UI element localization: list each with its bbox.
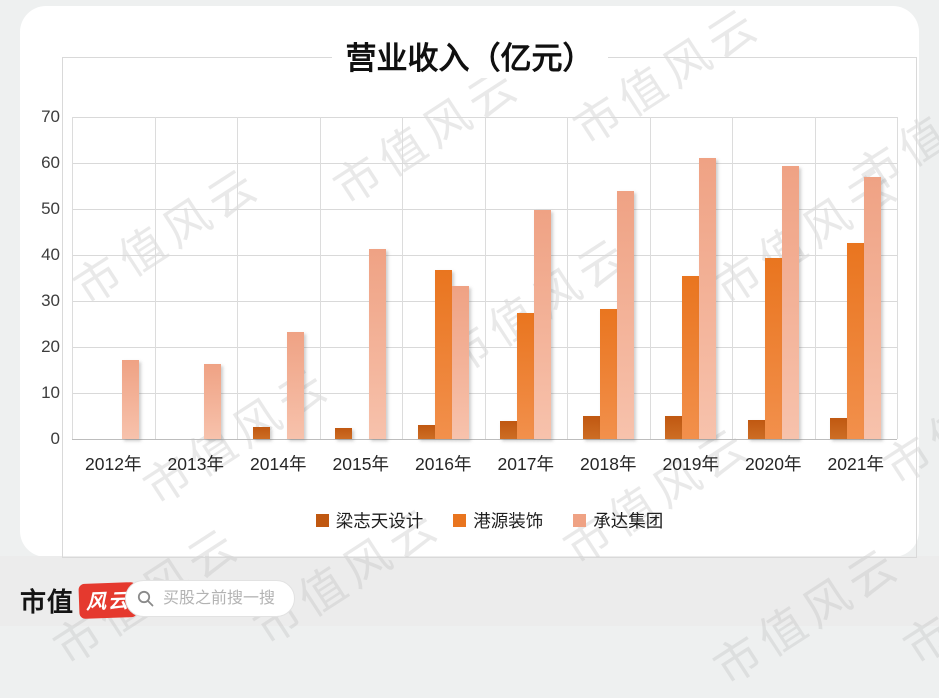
bar-梁志天设计 [335,428,353,439]
legend-item: 梁志天设计 [315,508,424,533]
category-separator [72,117,73,439]
bar-港源装饰 [764,257,782,439]
y-tick-label: 0 [50,429,60,448]
x-tick-label: 2017年 [497,454,554,474]
category-separator [402,117,403,439]
y-tick-label: 40 [41,245,60,264]
category-separator [484,117,486,439]
legend-swatch [315,514,329,527]
plot-area: 0 10 20 30 40 50 60 70 2012年 2013年 2014年 2015年 2016年… [41,107,898,474]
search-input[interactable] [161,588,283,609]
y-tick-label: 20 [41,337,60,356]
bar-承达集团 [616,190,634,439]
category-separator [319,117,321,439]
category-separator [649,117,651,439]
x-tick-label: 2019年 [662,454,719,474]
category-separator [732,117,733,439]
bar-承达集团 [286,332,304,439]
y-tick-label: 10 [41,383,60,402]
category-separator [567,117,568,439]
brand-text: 市值 [20,587,75,617]
bar-承达集团 [864,177,882,439]
x-tick-label: 2012年 [85,454,142,474]
x-tick-label: 2021年 [827,454,884,474]
x-tick-label: 2014年 [250,454,307,474]
bar-梁志天设计 [665,415,683,439]
chart-frame: 0 10 20 30 40 50 60 70 2012年 2013年 2014年 2015年 2016年… [41,57,917,558]
legend-label: 承达集团 [593,511,664,531]
x-tick-label: 2016年 [415,454,472,474]
x-tick-label: 2015年 [332,454,389,474]
bar-梁志天设计 [417,424,435,439]
y-tick-label: 50 [41,199,60,218]
bar-港源装饰 [847,243,865,439]
bar-梁志天设计 [747,419,765,439]
bar-港源装饰 [517,312,535,439]
y-tick-label: 30 [41,291,60,310]
search-icon [137,590,154,607]
bar-承达集团 [534,209,552,439]
bar-港源装饰 [434,269,452,439]
bar-承达集团 [699,158,717,439]
category-separator [897,117,898,439]
legend-swatch [453,514,467,527]
category-separator [154,117,156,439]
bar-梁志天设计 [830,418,848,439]
bar-梁志天设计 [582,416,600,439]
x-tick-label: 2018年 [580,454,637,474]
bar-梁志天设计 [252,426,270,439]
legend: 梁志天设计 港源装饰 承达集团 [63,508,916,533]
bar-港源装饰 [599,308,617,439]
bar-梁志天设计 [500,420,518,439]
y-tick-label: 60 [41,153,60,172]
category-separator [814,117,816,439]
legend-item: 港源装饰 [453,508,543,533]
brand-logo: 市值 风云 [20,581,138,620]
x-axis-line [72,439,897,440]
y-tick-label: 70 [41,107,60,126]
legend-swatch [573,514,587,527]
bar-港源装饰 [682,275,700,439]
legend-label: 梁志天设计 [335,511,424,531]
legend-label: 港源装饰 [473,511,544,531]
bar-承达集团 [451,286,469,439]
legend-item: 承达集团 [573,508,663,533]
search-box[interactable] [125,580,295,617]
chart-title: 营业收入（亿元） [331,33,608,78]
x-tick-label: 2020年 [745,454,802,474]
bar-承达集团 [369,249,387,439]
bar-承达集团 [204,364,222,439]
bar-承达集团 [781,165,799,439]
category-separator [237,117,238,439]
bar-承达集团 [121,359,139,439]
x-tick-label: 2013年 [167,454,224,474]
